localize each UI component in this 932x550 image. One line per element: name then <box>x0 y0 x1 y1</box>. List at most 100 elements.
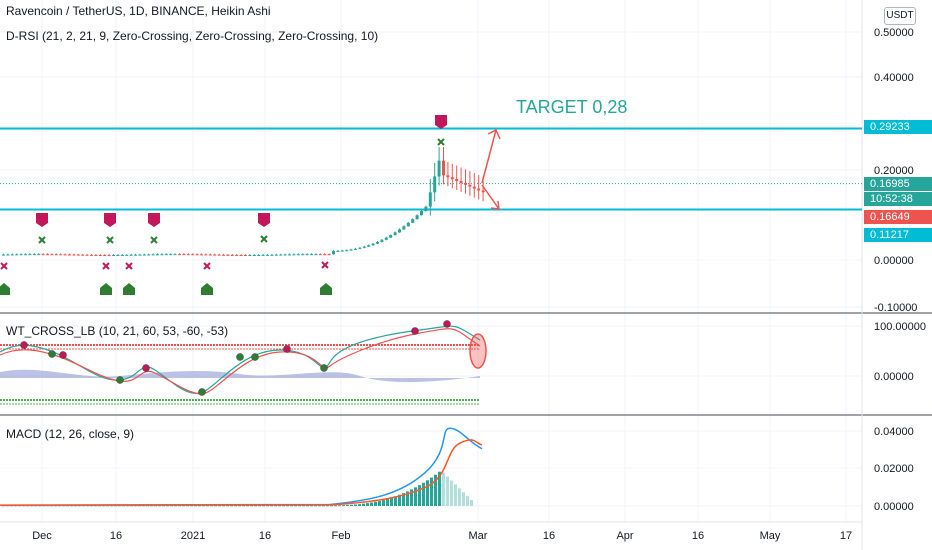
candle <box>178 254 181 256</box>
wt-cross-dot <box>198 388 206 396</box>
cross-marker <box>102 262 110 270</box>
wt-line-2 <box>0 328 481 395</box>
wt-tick: 100.00000 <box>874 321 926 333</box>
time-label: May <box>760 530 781 542</box>
candle <box>147 254 151 256</box>
macd-histogram-bar <box>462 492 465 506</box>
cross-marker <box>106 236 114 244</box>
sell-flag-marker <box>104 213 116 227</box>
wt-cross-dot <box>443 320 451 328</box>
candle <box>182 254 186 256</box>
candle <box>468 184 472 187</box>
macd-signal-line <box>0 439 483 507</box>
candle <box>292 254 296 256</box>
candle <box>54 254 58 256</box>
time-axis[interactable]: Dec 16 2021 16 Feb Mar 16 Apr 16 May 17 <box>32 530 852 542</box>
macd-histogram-bar <box>274 505 277 507</box>
candle <box>134 254 137 256</box>
candle <box>332 250 335 255</box>
candle <box>428 192 432 207</box>
target-arrow-up <box>481 128 501 184</box>
candle <box>125 254 129 256</box>
cross-marker <box>0 262 8 270</box>
candle <box>191 254 195 256</box>
macd-histogram-bar <box>418 485 421 506</box>
candle <box>384 237 388 240</box>
candle <box>41 254 45 256</box>
macd-histogram-bar <box>442 472 445 506</box>
macd-histogram-bar <box>362 503 365 506</box>
candle <box>464 182 467 185</box>
resistance-price-badge: 0.29233 <box>864 120 932 134</box>
macd-histogram-bar <box>386 498 389 506</box>
buy-flag-marker <box>123 283 135 295</box>
macd-histogram-bar <box>238 505 241 507</box>
macd-histogram-bar <box>450 480 453 506</box>
candle <box>266 254 269 256</box>
candle <box>6 254 10 256</box>
time-label: Apr <box>616 530 633 542</box>
macd-histogram-bar <box>294 505 297 507</box>
candle <box>288 254 291 256</box>
macd-histogram-bar <box>242 505 245 507</box>
time-label: 16 <box>110 530 122 542</box>
macd-tick: 0.00000 <box>874 501 914 513</box>
price-pane[interactable] <box>0 115 862 295</box>
sell-flag-marker <box>435 115 447 129</box>
macd-histogram-bar <box>322 505 325 507</box>
time-label: 2021 <box>181 530 205 542</box>
target-arrow-down <box>481 184 500 210</box>
wt-cross-dot <box>59 351 67 359</box>
macd-histogram-bar <box>466 496 469 506</box>
candle <box>362 246 366 248</box>
macd-line <box>0 427 483 506</box>
candle <box>270 254 274 256</box>
candle <box>63 254 67 256</box>
currency-button[interactable]: USDT <box>884 7 916 25</box>
wt-cross-pane[interactable] <box>0 320 487 405</box>
candle <box>371 243 375 246</box>
target-annotation[interactable]: TARGET 0,28 <box>516 97 627 117</box>
indicator-legend-macd[interactable]: MACD (12, 26, close, 9) <box>6 427 135 441</box>
macd-histogram-bar <box>222 505 225 507</box>
time-label: 16 <box>692 530 704 542</box>
candle <box>314 254 318 256</box>
macd-pane[interactable] <box>0 427 483 507</box>
candle <box>424 206 428 212</box>
candle <box>32 254 36 256</box>
candle <box>186 254 190 256</box>
candle <box>248 255 252 257</box>
macd-histogram-bar <box>430 477 433 506</box>
candle <box>389 235 393 238</box>
open-price-badge: 0.16649 <box>864 210 932 224</box>
macd-histogram-bar <box>382 499 385 506</box>
candle <box>433 176 437 193</box>
cross-marker <box>150 236 158 244</box>
symbol-title[interactable]: Ravencoin / TetherUS, 1D, BINANCE, Heiki… <box>6 4 271 18</box>
candle <box>116 254 120 256</box>
candle <box>59 254 63 256</box>
indicator-legend-drsi[interactable]: D-RSI (21, 2, 21, 9, Zero-Crossing, Zero… <box>6 29 379 43</box>
candle <box>90 254 93 256</box>
macd-histogram-bar <box>454 484 457 506</box>
wt-histogram-area <box>0 369 480 383</box>
candle <box>318 254 322 256</box>
macd-histogram-bar <box>326 505 329 507</box>
price-axis[interactable]: 0.50000 0.40000 0.20000 0.00000 -0.10000… <box>874 27 926 513</box>
candle <box>46 254 49 256</box>
cross-marker <box>321 261 329 269</box>
candle <box>98 254 102 256</box>
macd-histogram-bar <box>470 499 473 506</box>
candle <box>393 232 397 236</box>
candle <box>156 254 159 256</box>
candle <box>411 219 415 223</box>
macd-histogram-bar <box>346 504 349 506</box>
candle <box>481 190 485 193</box>
sell-flag-marker <box>148 213 160 227</box>
candle <box>151 254 155 256</box>
indicator-legend-wt[interactable]: WT_CROSS_LB (10, 21, 60, 53, -60, -53) <box>6 324 229 338</box>
candle <box>257 254 261 256</box>
macd-histogram-bar <box>406 491 409 506</box>
wt-tick: 0.00000 <box>874 371 914 383</box>
